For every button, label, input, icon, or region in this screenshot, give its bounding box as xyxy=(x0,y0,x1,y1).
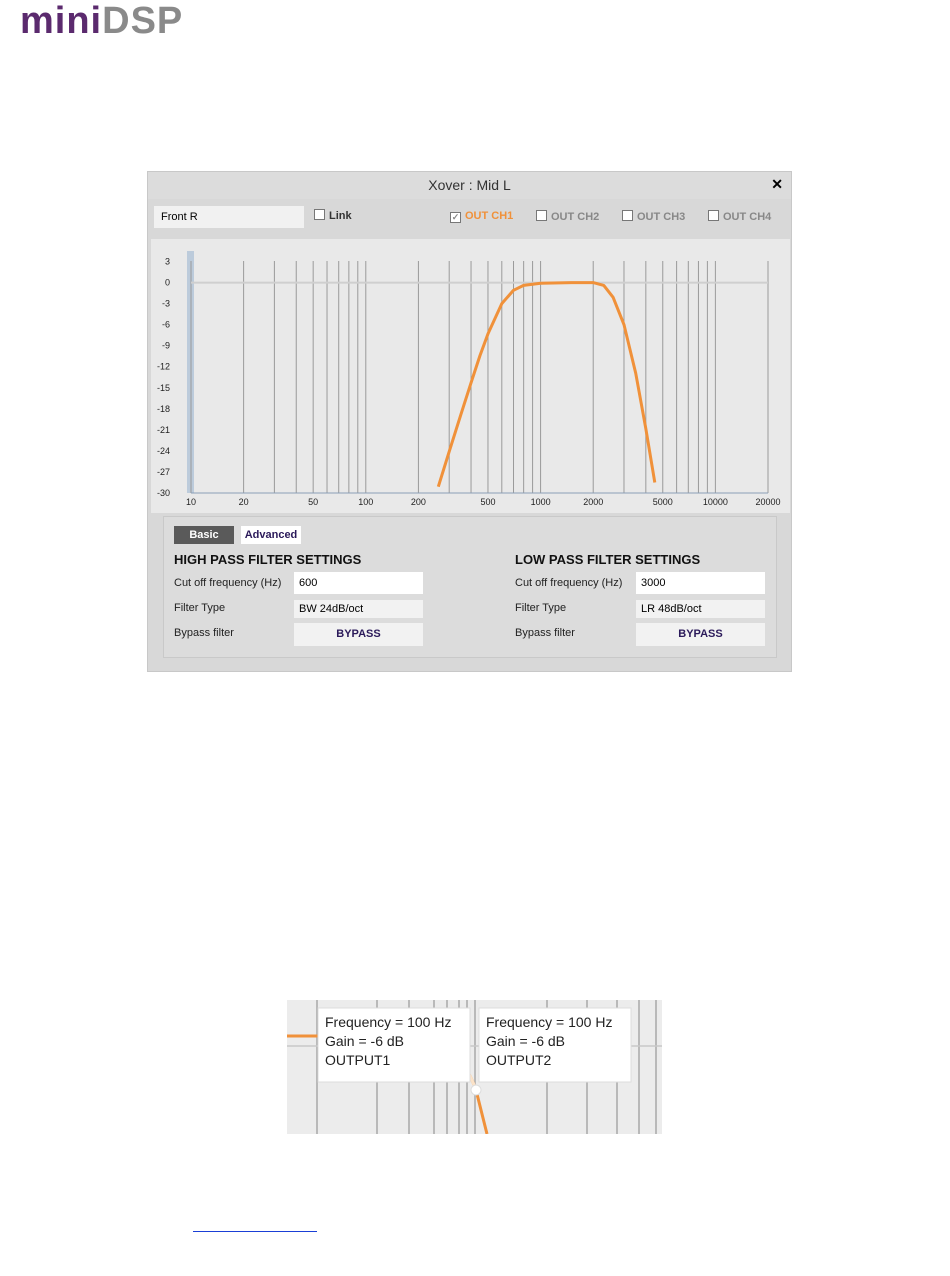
field-value: BW 24dB/oct xyxy=(294,600,423,618)
tab[interactable]: Advanced xyxy=(241,526,301,544)
x-tick-label: 200 xyxy=(411,497,426,507)
output-checkbox[interactable]: ✓ OUT CH1 xyxy=(450,210,513,223)
logo: miniDSP xyxy=(20,0,183,43)
x-tick-label: 20 xyxy=(239,497,249,507)
y-tick-label: -15 xyxy=(157,383,170,393)
field-label: Bypass filter xyxy=(515,627,575,639)
link-checkbox[interactable]: Link xyxy=(314,209,352,222)
y-tick-label: -24 xyxy=(157,446,170,456)
tooltip-box xyxy=(478,1007,632,1083)
link-underline xyxy=(193,1231,317,1232)
output-label: OUT CH1 xyxy=(465,210,514,222)
tooltip-box xyxy=(317,1007,471,1083)
tooltip-line: Frequency = 100 Hz xyxy=(325,1014,451,1030)
x-tick-label: 100 xyxy=(358,497,373,507)
logo-mini: mini xyxy=(20,0,103,42)
chart: 3 0 -3 -6 -9 -12 -15 -18 -21 -24 -27 -30 10 20 50 100 20… xyxy=(151,239,790,513)
checkbox[interactable] xyxy=(622,210,633,221)
output-label: OUT CH2 xyxy=(551,211,600,223)
section-title: LOW PASS FILTER SETTINGS xyxy=(515,552,701,567)
x-tick-label: 2000 xyxy=(583,497,603,507)
tooltip-line: Gain = -6 dB xyxy=(486,1033,565,1049)
field-label: Bypass filter xyxy=(174,627,234,639)
field-label: Cut off frequency (Hz) xyxy=(174,577,282,589)
response-curve xyxy=(436,281,657,488)
x-tick-label: 5000 xyxy=(653,497,673,507)
crossover-point[interactable] xyxy=(470,1084,482,1096)
y-tick-label: 0 xyxy=(165,278,170,288)
x-tick-label: 10 xyxy=(186,497,196,507)
name-input[interactable]: Front R xyxy=(154,206,304,228)
checkbox[interactable]: ✓ xyxy=(450,212,461,223)
output-checkbox[interactable]: OUT CH4 xyxy=(708,210,771,223)
bypass-button[interactable]: BYPASS xyxy=(294,623,423,646)
y-tick-label: -6 xyxy=(162,320,170,330)
x-tick-label: 20000 xyxy=(755,497,780,507)
tab[interactable]: Basic xyxy=(174,526,234,544)
x-tick-label: 50 xyxy=(308,497,318,507)
output-checkbox[interactable]: OUT CH3 xyxy=(622,210,685,223)
y-tick-label: -9 xyxy=(162,341,170,351)
output-checkbox[interactable]: OUT CH2 xyxy=(536,210,599,223)
output-label: OUT CH4 xyxy=(723,211,772,223)
y-tick-label: -12 xyxy=(157,362,170,372)
bypass-button[interactable]: BYPASS xyxy=(636,623,765,646)
close-button[interactable]: ✕ xyxy=(771,176,783,192)
y-tick-label: -21 xyxy=(157,425,170,435)
field-value: LR 48dB/oct xyxy=(636,600,765,618)
window-title: Xover : Mid L xyxy=(148,172,791,199)
field-label: Filter Type xyxy=(174,602,226,614)
field-value[interactable]: 600 xyxy=(294,572,423,594)
y-tick-label: 3 xyxy=(165,257,170,267)
y-tick-label: -27 xyxy=(157,467,170,477)
section-title: HIGH PASS FILTER SETTINGS xyxy=(174,552,362,567)
x-tick-label: 1000 xyxy=(531,497,551,507)
y-tick-label: -3 xyxy=(162,299,170,309)
field-label: Cut off frequency (Hz) xyxy=(515,577,623,589)
tooltip-line: OUTPUT2 xyxy=(486,1052,552,1068)
field-value[interactable]: 3000 xyxy=(636,572,765,594)
checkbox[interactable] xyxy=(536,210,547,221)
link-label: Link xyxy=(329,210,352,222)
output-label: OUT CH3 xyxy=(637,211,686,223)
logo-dsp: DSP xyxy=(102,0,184,42)
y-tick-label: -30 xyxy=(157,488,170,498)
x-tick-label: 500 xyxy=(480,497,495,507)
chart-background xyxy=(151,239,790,513)
filter-panel: Basic Advanced HIGH PASS FILTER SETTINGS Cu… xyxy=(163,516,777,658)
checkbox[interactable] xyxy=(708,210,719,221)
tooltip-line: Gain = -6 dB xyxy=(325,1033,404,1049)
x-tick-label: 10000 xyxy=(703,497,728,507)
xover-window: Xover : Mid L ✕ Front R Link ✓ OUT CH1 OUT… xyxy=(147,171,792,672)
tooltip-line: Frequency = 100 Hz xyxy=(486,1014,612,1030)
tooltip-screenshot: Frequency = 100 Hz Gain = -6 dB OUTPUT1 Fre… xyxy=(287,1000,662,1134)
tooltip-line: OUTPUT1 xyxy=(325,1052,391,1068)
checkbox[interactable] xyxy=(314,209,325,220)
y-tick-label: -18 xyxy=(157,404,170,414)
field-label: Filter Type xyxy=(515,602,567,614)
